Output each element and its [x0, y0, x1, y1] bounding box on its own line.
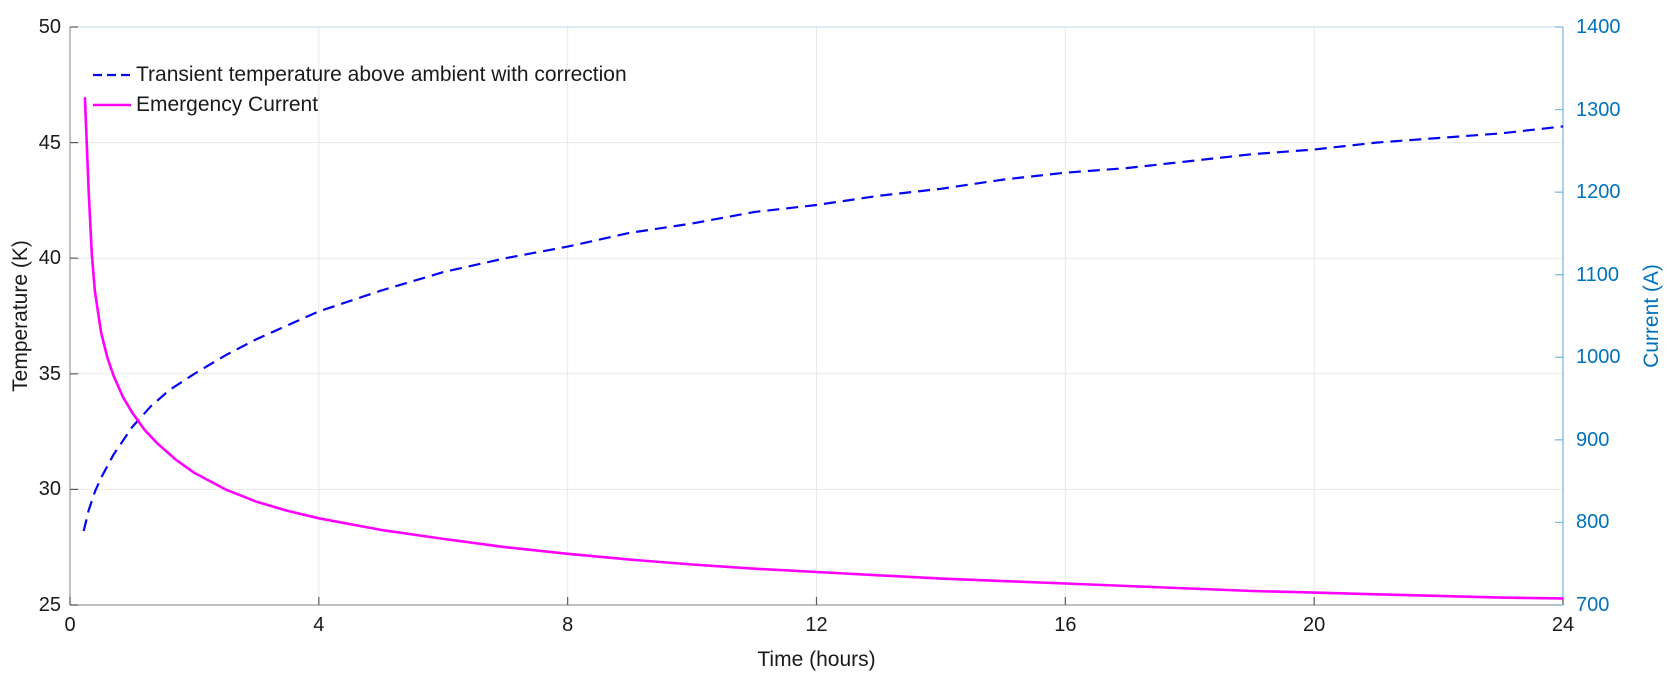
legend-entry-current: Emergency Current [93, 90, 627, 120]
y-left-tick-label: 30 [38, 478, 61, 501]
axes-tick-marks [69, 26, 1564, 606]
x-axis-title: Time (hours) [757, 648, 876, 671]
x-tick-label: 0 [64, 614, 76, 636]
y-right-tick-label: 1100 [1576, 263, 1620, 286]
series-line-current [83, 97, 1564, 600]
legend: Transient temperature above ambient with… [93, 60, 627, 120]
y-left-tick-label: 35 [38, 362, 61, 385]
y-right-axis-title: Current (A) [1640, 264, 1663, 368]
legend-label: Transient temperature above ambient with… [136, 63, 627, 86]
x-tick-label: 12 [805, 614, 828, 636]
x-tick-label: 4 [313, 614, 325, 636]
x-tick-label: 24 [1551, 614, 1575, 636]
legend-label: Emergency Current [136, 93, 319, 116]
x-tick-label: 20 [1303, 614, 1326, 636]
y-right-tick-label: 1300 [1576, 98, 1621, 121]
y-right-tick-label: 800 [1576, 511, 1610, 534]
series-line-temperature [82, 125, 1564, 532]
legend-swatch-solid-line [93, 103, 131, 107]
y-right-tick-label: 900 [1576, 428, 1610, 451]
series-layer [82, 97, 1564, 600]
y-left-tick-label: 40 [38, 247, 61, 270]
legend-swatch-dashed-line [93, 73, 131, 77]
y-right-tick-label: 1000 [1576, 346, 1621, 369]
y-right-tick-label: 1200 [1576, 181, 1621, 204]
y-left-axis-title: Temperature (K) [9, 240, 32, 392]
legend-entry-temperature: Transient temperature above ambient with… [93, 60, 627, 90]
y-right-tick-label: 1400 [1576, 16, 1621, 38]
x-tick-label: 8 [562, 614, 574, 636]
x-tick-label: 16 [1054, 614, 1077, 636]
y-left-tick-label: 45 [38, 131, 61, 154]
y-left-tick-label: 25 [38, 594, 61, 616]
y-right-tick-label: 700 [1576, 594, 1610, 616]
y-left-tick-label: 50 [38, 16, 61, 38]
